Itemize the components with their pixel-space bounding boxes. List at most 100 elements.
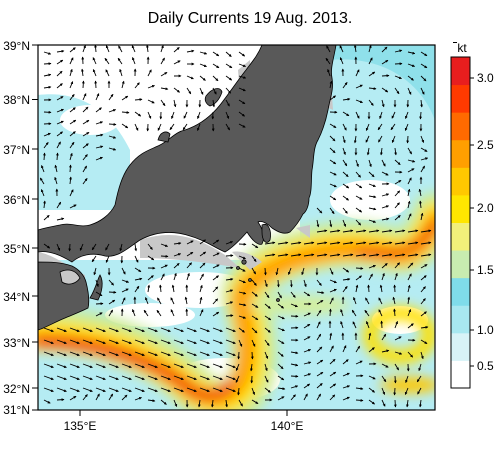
- current-vector: [92, 57, 97, 65]
- current-vector: [95, 339, 106, 344]
- current-vector: [251, 255, 257, 262]
- current-vector: [355, 398, 364, 402]
- current-vector: [80, 68, 84, 77]
- current-vector: [134, 277, 143, 281]
- current-vector: [407, 351, 414, 358]
- current-vector: [69, 375, 80, 380]
- current-vector: [316, 321, 321, 329]
- current-vector: [378, 135, 383, 143]
- current-vector: [390, 123, 396, 131]
- current-vector: [118, 45, 123, 53]
- current-vector: [316, 371, 324, 377]
- current-vector: [237, 351, 241, 360]
- current-vector: [394, 336, 402, 341]
- current-vector: [184, 296, 188, 305]
- current-vector: [186, 87, 192, 95]
- current-vector: [121, 267, 126, 275]
- current-vector: [69, 152, 73, 161]
- current-vector: [368, 57, 373, 65]
- current-vector: [394, 159, 401, 166]
- current-vector: [394, 87, 400, 95]
- current-vector: [420, 229, 432, 233]
- current-vector: [420, 157, 429, 161]
- current-vector: [56, 70, 63, 77]
- current-vector: [212, 252, 220, 257]
- current-vector: [251, 279, 257, 286]
- current-vector: [121, 95, 129, 101]
- current-vector: [342, 229, 354, 233]
- current-vector: [417, 387, 422, 395]
- current-vector: [420, 351, 424, 360]
- current-vector: [368, 273, 373, 281]
- current-vector: [391, 135, 396, 143]
- current-vector: [420, 87, 425, 95]
- current-vector: [404, 123, 409, 131]
- colorbar-band: [451, 167, 470, 196]
- colorbar-band: [451, 332, 470, 361]
- current-vector: [251, 387, 255, 396]
- current-vector: [69, 189, 74, 197]
- lat-label: 34°N: [3, 290, 30, 304]
- current-vector: [355, 195, 363, 200]
- current-vector: [160, 57, 165, 65]
- current-vector: [303, 336, 311, 341]
- current-vector: [199, 251, 207, 257]
- current-vector: [379, 284, 383, 293]
- current-vector: [379, 147, 383, 156]
- current-vector: [289, 279, 293, 288]
- current-vector: [407, 75, 414, 81]
- current-vector: [69, 94, 75, 101]
- colorbar-unit: kt: [457, 41, 467, 55]
- current-vector: [183, 111, 188, 119]
- current-vector: [405, 111, 409, 119]
- current-vector: [171, 111, 175, 120]
- current-vector: [316, 346, 323, 353]
- current-vector: [251, 303, 259, 308]
- current-vector: [108, 309, 113, 317]
- colorbar-band: [451, 222, 470, 251]
- colorbar-tick: 2.5: [477, 138, 494, 152]
- lat-label: 33°N: [3, 336, 30, 350]
- current-vector: [303, 291, 311, 297]
- current-vector: [212, 264, 220, 269]
- current-vector: [119, 68, 123, 77]
- current-vector: [43, 399, 51, 404]
- current-vector: [277, 327, 285, 332]
- current-vector: [147, 339, 158, 344]
- current-vector: [134, 98, 143, 101]
- current-vector: [173, 399, 178, 407]
- current-vectors: [39, 45, 432, 408]
- current-vector: [342, 97, 351, 101]
- current-vector: [420, 311, 427, 317]
- current-vector: [407, 168, 415, 173]
- current-vector: [377, 123, 383, 131]
- current-vector: [147, 284, 151, 293]
- current-vector: [43, 132, 51, 137]
- current-vector: [225, 63, 233, 69]
- current-vector: [212, 63, 220, 69]
- current-vector: [407, 200, 411, 209]
- current-vector: [55, 152, 59, 161]
- current-vector: [157, 123, 162, 131]
- current-vector: [326, 45, 331, 53]
- current-vector: [235, 375, 240, 383]
- current-vector: [212, 51, 220, 57]
- lon-label: 135°E: [64, 419, 97, 433]
- current-vector: [238, 291, 247, 295]
- current-vector: [173, 339, 184, 344]
- current-vector: [92, 69, 97, 77]
- current-vector: [418, 363, 422, 372]
- current-vector: [56, 217, 65, 221]
- current-vector: [342, 396, 350, 401]
- current-vector: [173, 241, 182, 245]
- current-vector: [199, 387, 210, 392]
- current-vector: [342, 195, 349, 201]
- current-vector: [238, 327, 245, 333]
- current-vector: [394, 202, 400, 209]
- current-vector: [147, 111, 152, 119]
- current-vector: [316, 229, 328, 233]
- current-vector: [105, 243, 110, 251]
- current-vector: [420, 99, 423, 108]
- current-vector: [82, 45, 86, 53]
- current-vector: [407, 323, 414, 329]
